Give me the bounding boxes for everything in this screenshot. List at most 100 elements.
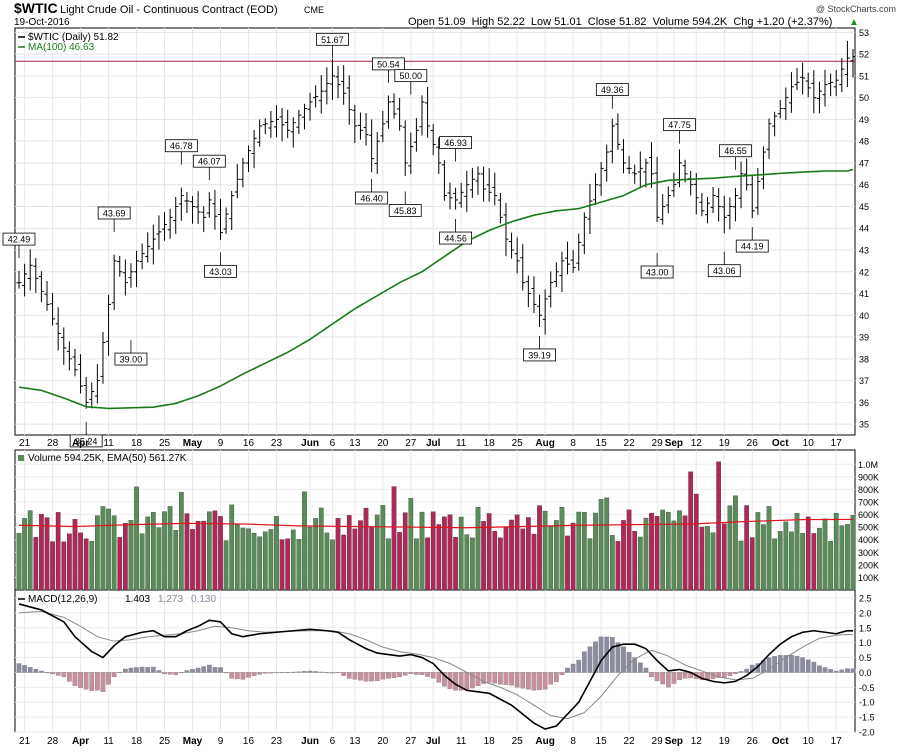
macd-histogram-bar <box>346 672 352 679</box>
volume-bar <box>50 541 55 591</box>
annotation-label: 51.67 <box>321 35 344 45</box>
price-axis-label: 41 <box>859 289 869 299</box>
annotation-box <box>316 32 349 46</box>
price-bar <box>458 182 464 208</box>
price-bar <box>55 307 61 351</box>
price-axis-label: 53 <box>859 28 869 38</box>
price-bar <box>777 99 783 119</box>
annotation-label: 45.83 <box>394 206 417 216</box>
volume-bar <box>27 510 33 591</box>
annotation-box <box>355 191 389 205</box>
macd-histogram-bar <box>251 672 257 677</box>
volume-axis-label: 400K <box>858 535 879 545</box>
macd-histogram-bar <box>162 672 167 675</box>
annotation-box <box>640 265 674 279</box>
macd-legend-value: 1.403 <box>125 594 150 605</box>
volume-bar <box>693 493 699 591</box>
price-axis-label: 38 <box>859 354 869 364</box>
price-bar <box>626 155 632 175</box>
volume-bar <box>654 516 660 591</box>
price-bar <box>525 275 531 308</box>
volume-bar <box>402 512 408 591</box>
price-bar <box>223 207 229 234</box>
annotation-box <box>192 154 226 168</box>
price-bar <box>117 255 123 277</box>
price-bar <box>273 105 279 138</box>
symbol-title: $WTIC <box>14 0 58 16</box>
macd-histogram-bar <box>67 672 72 682</box>
price-annotation: 45.83 <box>388 191 422 217</box>
volume-bar <box>397 532 402 591</box>
price-annotation: 43.03 <box>204 252 237 278</box>
macd-histogram-bar <box>430 672 436 679</box>
price-bar <box>352 104 358 143</box>
price-bar <box>22 263 28 297</box>
price-axis-label: 49 <box>859 115 869 125</box>
macd-histogram-bar <box>246 672 251 678</box>
price-bar <box>509 232 515 259</box>
price-bar <box>285 109 291 139</box>
volume-bar <box>766 506 772 591</box>
price-bar <box>357 112 363 140</box>
price-bar <box>218 198 224 240</box>
macd-histogram-bar <box>341 672 346 676</box>
macd-histogram-bar <box>671 672 677 684</box>
macd-histogram-bar <box>89 672 95 691</box>
macd-histogram-bar <box>587 646 593 673</box>
price-bar <box>150 224 156 265</box>
price-axis-label: 50 <box>859 93 869 103</box>
price-bar <box>413 118 419 152</box>
volume-bar <box>783 521 789 591</box>
price-bar <box>425 86 431 138</box>
macd-histogram-bar <box>514 672 520 688</box>
date-axis-label: Sep <box>665 438 683 449</box>
macd-histogram-bar <box>330 672 335 674</box>
price-annotation: 35.24 <box>69 421 103 448</box>
price-annotation: 49.36 <box>595 83 629 109</box>
macd-histogram-bar <box>324 672 330 674</box>
price-bar <box>89 382 95 409</box>
volume-bar <box>587 538 593 591</box>
macd-histogram-bar <box>442 672 447 687</box>
macd-histogram-bar <box>553 672 559 683</box>
volume-bar <box>598 499 604 591</box>
volume-bar <box>330 539 335 591</box>
price-axis-label: 45 <box>859 202 869 212</box>
volume-bar <box>391 486 397 591</box>
macd-histogram-bar <box>61 672 67 678</box>
volume-bar <box>817 528 822 591</box>
volume-bar <box>100 506 106 591</box>
price-annotation: 46.78 <box>164 139 198 165</box>
volume-bar <box>234 524 240 591</box>
price-bar <box>447 182 453 210</box>
volume-bar <box>553 520 559 591</box>
volume-bar <box>716 461 722 591</box>
price-axis-label: 42 <box>859 267 869 277</box>
macd-histogram-bar <box>145 667 151 673</box>
volume-bar <box>206 511 212 591</box>
volume-bar <box>313 518 319 591</box>
macd-histogram-bar <box>285 672 291 673</box>
volume-bar <box>341 534 346 591</box>
date-axis-label: 18 <box>131 736 143 747</box>
price-bar <box>436 137 442 174</box>
volume-bar <box>430 511 436 591</box>
macd-histogram-bar <box>201 666 207 673</box>
date-axis-label: 21 <box>19 438 31 449</box>
annotation-label: 46.55 <box>724 146 747 156</box>
price-bar <box>671 172 677 197</box>
volume-axis-label: 600K <box>858 510 879 520</box>
price-bar <box>324 67 330 105</box>
price-bar <box>128 263 134 288</box>
price-bar <box>27 249 33 291</box>
price-bar <box>783 87 789 121</box>
macd-histogram-bar <box>414 672 419 675</box>
date-axis-label: 27 <box>405 438 417 449</box>
annotation-label: 43.69 <box>103 208 126 218</box>
volume-bar <box>369 527 374 591</box>
annotation-box <box>69 434 103 448</box>
volume-bar <box>643 517 649 591</box>
price-annotation: 39.19 <box>523 335 556 362</box>
macd-histogram-bar <box>845 668 850 673</box>
macd-histogram-bar <box>335 672 341 674</box>
